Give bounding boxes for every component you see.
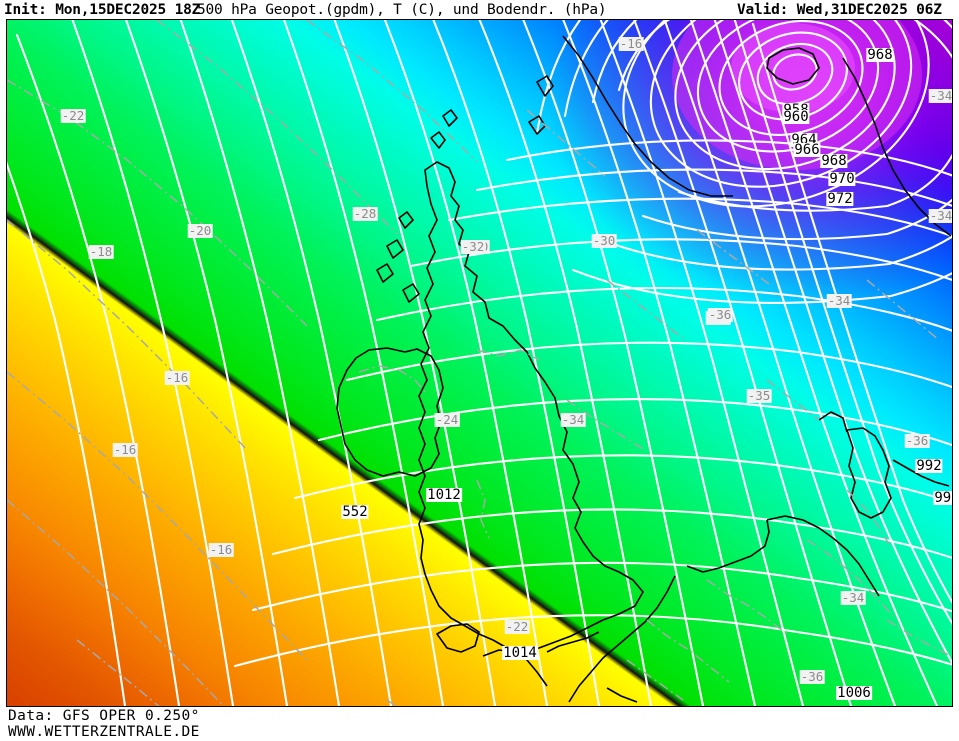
chart-header: Init: Mon,15DEC2025 18Z 500 hPa Geopot.(… bbox=[0, 0, 959, 20]
header-init-value: Mon,15DEC2025 18Z bbox=[55, 2, 201, 18]
pressure-contour-label: 552 bbox=[341, 504, 369, 520]
temperature-contour-label: -34 bbox=[928, 88, 953, 103]
temperature-contour-label: -16 bbox=[164, 370, 190, 385]
temperature-contour-label: -32 bbox=[460, 239, 486, 254]
temperature-contour-label: -34 bbox=[840, 590, 866, 605]
pressure-contour-label: 992 bbox=[915, 458, 943, 474]
header-field-description: 500 hPa Geopot.(gpdm), T (C), und Bodend… bbox=[197, 2, 607, 18]
surface-isobars bbox=[233, 139, 952, 668]
temperature-contour-label: -35 bbox=[746, 388, 772, 403]
temperature-contour-label: -28 bbox=[352, 206, 378, 221]
political-borders bbox=[7, 20, 952, 706]
header-init-label: Init: bbox=[4, 2, 47, 18]
temperature-contour-label: -34 bbox=[826, 293, 852, 308]
pressure-contour-label: 970 bbox=[828, 171, 856, 187]
map-svg bbox=[7, 20, 952, 706]
header-valid-value: Wed,31DEC2025 06Z bbox=[796, 2, 942, 18]
geopotential-contours bbox=[7, 20, 952, 706]
pressure-contour-label: 972 bbox=[826, 191, 854, 207]
pressure-contour-label: 994 bbox=[933, 491, 952, 505]
pressure-contour-label: 1014 bbox=[502, 645, 538, 661]
pressure-contour-label: 966 bbox=[793, 142, 821, 158]
header-init-block: Init: Mon,15DEC2025 18Z bbox=[4, 1, 200, 19]
temperature-contour-label: -34 bbox=[928, 208, 953, 223]
map-frame[interactable]: -22-18-20-16-16-16-28-30-32-30-34-24-24-… bbox=[6, 19, 953, 707]
pressure-contour-label: 960 bbox=[782, 109, 810, 125]
temperature-contour-label: -36 bbox=[707, 307, 733, 322]
temperature-contour-label: -22 bbox=[60, 108, 86, 123]
temperature-contour-label: -22 bbox=[504, 619, 530, 634]
pressure-contour-label: 1012 bbox=[426, 487, 462, 503]
temperature-contour-label: -18 bbox=[88, 244, 114, 259]
website-text: WWW.WETTERZENTRALE.DE bbox=[8, 724, 200, 740]
pressure-contour-label: 1006 bbox=[836, 685, 872, 701]
header-valid-block: Valid: Wed,31DEC2025 06Z bbox=[737, 1, 942, 19]
temperature-contour-label: -16 bbox=[618, 36, 644, 51]
temperature-contour-label: -30 bbox=[591, 233, 617, 248]
coastlines bbox=[336, 35, 952, 703]
temperature-contour-label: -36 bbox=[904, 433, 930, 448]
temperature-contour-label: -20 bbox=[187, 223, 213, 238]
temperature-contour-label: -34 bbox=[560, 412, 586, 427]
header-valid-label: Valid: bbox=[737, 2, 789, 18]
low-centre-contours bbox=[535, 20, 952, 304]
temperature-contour-label: -16 bbox=[112, 442, 138, 457]
temperature-contour-label: -36 bbox=[799, 669, 825, 684]
chart-footer: Data: GFS OPER 0.250° WWW.WETTERZENTRALE… bbox=[0, 707, 959, 741]
pressure-contour-label: 968 bbox=[866, 47, 894, 63]
temperature-contour-label: -24 bbox=[434, 412, 460, 427]
map-canvas[interactable] bbox=[7, 20, 952, 706]
temperature-contour-label: -16 bbox=[208, 542, 234, 557]
pressure-contour-label: 968 bbox=[820, 153, 848, 169]
data-source-text: Data: GFS OPER 0.250° bbox=[8, 708, 200, 724]
